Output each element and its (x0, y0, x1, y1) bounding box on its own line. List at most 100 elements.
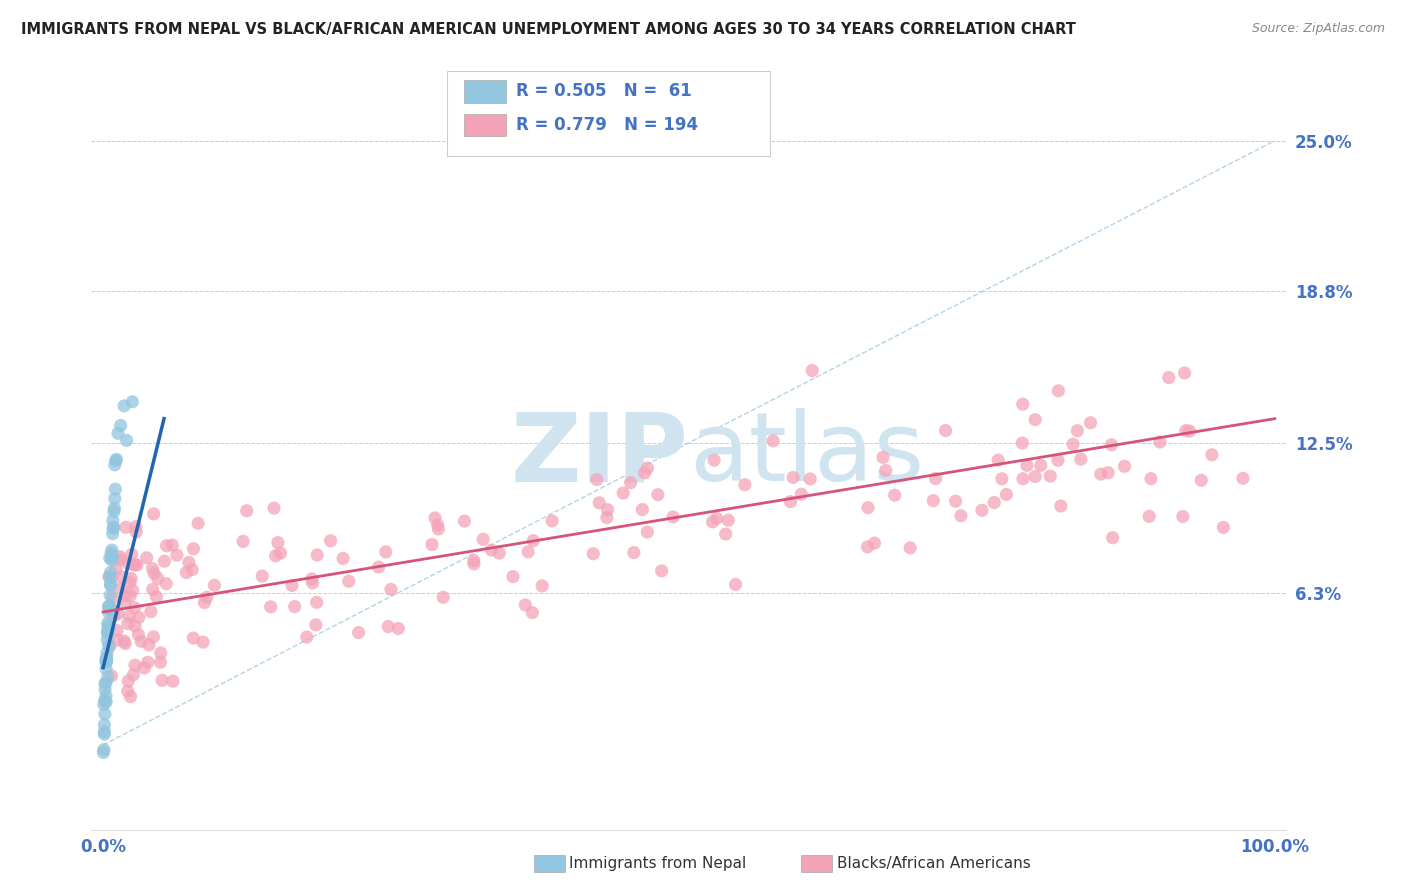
Point (98, 588, 121, 602)
Point (122, 667, 145, 681)
Point (111, 570, 134, 584)
Point (97, 670, 120, 684)
Point (135, 550, 157, 565)
Point (264, 549, 287, 563)
Point (101, 514, 124, 528)
Point (100, 553, 122, 567)
Point (1189, 473, 1212, 487)
Point (588, 496, 610, 510)
Point (120, 575, 142, 590)
Point (305, 617, 328, 632)
Point (128, 610, 150, 624)
Point (1149, 434, 1171, 449)
Point (263, 501, 285, 516)
Point (94, 676, 117, 690)
Point (120, 690, 142, 704)
Point (995, 487, 1018, 501)
Point (472, 533, 495, 547)
Point (125, 519, 148, 533)
Point (177, 556, 200, 570)
Point (93, 698, 115, 712)
Point (103, 609, 125, 624)
Point (898, 541, 921, 555)
Point (117, 557, 139, 571)
Point (651, 564, 673, 578)
Point (427, 522, 450, 536)
Point (94, 662, 117, 676)
Point (98, 601, 121, 615)
Point (453, 514, 475, 528)
Point (420, 537, 443, 551)
Text: Immigrants from Nepal: Immigrants from Nepal (569, 856, 747, 871)
Point (96, 632, 118, 647)
Point (1178, 424, 1201, 438)
Point (295, 630, 318, 644)
Point (987, 453, 1010, 467)
Point (97, 624, 120, 638)
Point (155, 539, 177, 553)
Point (195, 591, 218, 605)
Point (463, 557, 485, 571)
Point (1097, 466, 1119, 480)
Point (181, 631, 204, 645)
Point (155, 576, 177, 591)
Point (1029, 458, 1052, 473)
Point (162, 538, 184, 552)
Point (98, 570, 121, 584)
Point (307, 548, 329, 562)
Point (1171, 509, 1194, 524)
Point (114, 520, 136, 534)
Point (96, 646, 118, 660)
Point (1070, 452, 1092, 467)
Point (301, 576, 323, 591)
Point (103, 504, 125, 518)
Point (1011, 397, 1033, 411)
Point (101, 591, 124, 605)
Point (270, 546, 292, 560)
Point (121, 547, 143, 561)
Point (100, 578, 122, 592)
Point (949, 508, 972, 523)
Point (145, 590, 167, 604)
Point (1046, 453, 1069, 467)
Point (112, 399, 135, 413)
Point (98, 599, 121, 613)
Point (162, 674, 184, 689)
Point (114, 636, 136, 650)
Point (623, 545, 645, 559)
Point (93, 746, 115, 760)
Point (134, 661, 156, 675)
Point (924, 471, 946, 485)
Text: R = 0.779   N = 194: R = 0.779 N = 194 (516, 116, 699, 134)
Point (374, 545, 396, 559)
Point (347, 625, 370, 640)
Point (779, 494, 801, 508)
Point (522, 606, 544, 620)
Point (856, 500, 879, 515)
Point (166, 548, 188, 562)
Point (1212, 520, 1234, 534)
Point (94, 682, 117, 697)
Point (1137, 509, 1160, 524)
Point (114, 596, 136, 610)
Point (631, 502, 654, 516)
Point (97, 599, 120, 614)
Point (149, 646, 172, 660)
Point (183, 541, 205, 556)
Point (138, 638, 160, 652)
Point (1050, 499, 1073, 513)
Point (114, 588, 136, 602)
Point (98, 550, 121, 565)
Point (387, 622, 409, 636)
Point (94, 655, 117, 669)
Point (98, 639, 121, 653)
Point (112, 634, 135, 648)
Point (117, 616, 139, 631)
Point (142, 582, 165, 597)
Point (97, 621, 120, 635)
Point (801, 363, 824, 377)
Point (305, 595, 328, 609)
Point (100, 669, 122, 683)
Point (122, 558, 145, 572)
Point (97, 619, 120, 633)
